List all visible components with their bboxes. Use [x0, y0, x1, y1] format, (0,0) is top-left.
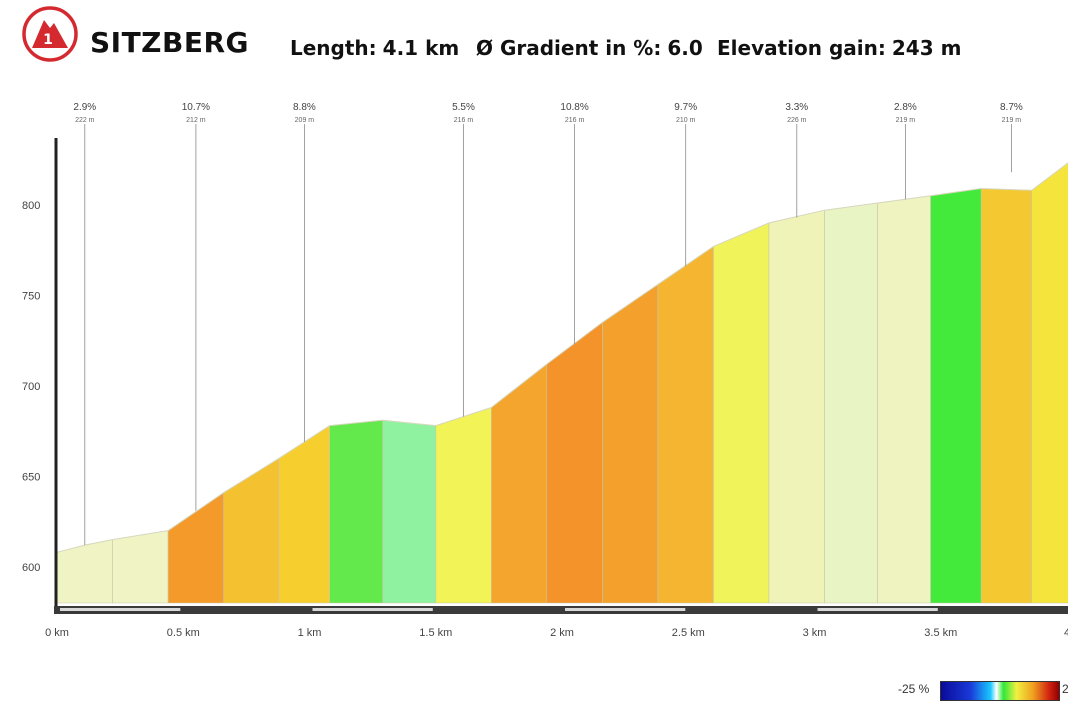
elevation-gain-label: Elevation gain:	[717, 36, 886, 60]
annotation-elevation-label: 210 m	[676, 117, 696, 124]
elevation-gain-stat: Elevation gain: 243 m	[717, 36, 961, 60]
gradient-stat: Ø Gradient in %: 6.0	[476, 36, 703, 60]
gradient-value: 6.0	[667, 36, 703, 60]
annotation-elevation-label: 226 m	[787, 117, 807, 124]
elevation-gain-value: 243 m	[891, 36, 962, 60]
annotation-grade-label: 3.3%	[785, 102, 808, 113]
profile-segment	[824, 202, 878, 604]
profile-segment	[435, 407, 492, 604]
x-tick-label: 0.5 km	[167, 627, 200, 639]
profile-segment	[278, 425, 330, 604]
profile-segment	[329, 419, 383, 604]
elevation-profile-chart: 600 650 700 750 800 0 km 0.5 km 1 km 1.5 km 2 km 2…	[22, 102, 1068, 639]
y-tick-label: 600	[22, 562, 40, 574]
profile-segment	[980, 188, 1032, 604]
profile-segment	[382, 419, 437, 604]
logo-number: 1	[43, 32, 53, 48]
y-tick-label: 750	[22, 290, 40, 302]
annotation-elevation-label: 219 m	[896, 117, 916, 124]
profile-segment	[657, 245, 714, 604]
x-tick-label: 4	[1064, 627, 1068, 639]
length-label: Length:	[290, 36, 377, 60]
annotation-grade-label: 9.7%	[674, 102, 697, 113]
annotation-elevation-label: 222 m	[75, 117, 95, 124]
x-tick-label: 1.5 km	[419, 627, 452, 639]
profile-segment	[56, 539, 113, 604]
annotation-elevation-label: 212 m	[186, 117, 206, 124]
distance-bar-stripe	[312, 608, 433, 611]
annotation-grade-label: 8.7%	[1000, 102, 1023, 113]
annotation-elevation-label: 216 m	[565, 117, 585, 124]
profile-segment	[768, 209, 825, 604]
profile-segment	[491, 363, 548, 604]
profile-segment	[877, 195, 931, 604]
annotation-grade-label: 2.9%	[73, 102, 96, 113]
annotation-elevation-label: 219 m	[1002, 117, 1022, 124]
x-tick-label: 2.5 km	[672, 627, 705, 639]
annotation-grade-label: 10.8%	[560, 102, 588, 113]
x-tick-label: 2 km	[550, 627, 574, 639]
annotation-grade-label: 2.8%	[894, 102, 917, 113]
gradient-legend: -25 % 2	[898, 680, 1068, 702]
x-tick-label: 3.5 km	[924, 627, 957, 639]
x-tick-label: 1 km	[298, 627, 322, 639]
annotation-grade-label: 10.7%	[182, 102, 210, 113]
length-value: 4.1 km	[382, 36, 460, 60]
header: 1 SITZBERG Length: 4.1 km Ø Gradient in %…	[0, 0, 1068, 80]
distance-bar-stripe	[565, 608, 686, 611]
x-tick-label: 0 km	[45, 627, 69, 639]
annotation-elevation-label: 216 m	[454, 117, 474, 124]
mountain-logo-icon: 1	[22, 6, 78, 62]
y-tick-label: 800	[22, 200, 40, 212]
profile-segment	[223, 457, 280, 604]
legend-min-label: -25 %	[898, 682, 930, 696]
profile-segment	[930, 188, 982, 604]
distance-bar-stripe	[817, 608, 938, 611]
annotation-elevation-label: 209 m	[295, 117, 315, 124]
y-tick-label: 650	[22, 471, 40, 483]
profile-segment	[546, 321, 603, 604]
profile-segment	[1031, 162, 1068, 604]
gradient-label: Ø Gradient in %:	[476, 36, 662, 60]
profile-segment	[112, 530, 169, 604]
annotation-grade-label: 8.8%	[293, 102, 316, 113]
distance-bar-stripe	[60, 608, 181, 611]
annotation-grade-label: 5.5%	[452, 102, 475, 113]
page-title: SITZBERG	[90, 26, 249, 59]
length-stat: Length: 4.1 km	[290, 36, 459, 60]
distance-bar	[54, 606, 1068, 614]
gradient-color-scale	[940, 681, 1060, 701]
legend-max-label: 2	[1062, 682, 1068, 696]
profile-segment	[602, 283, 659, 604]
y-tick-label: 700	[22, 381, 40, 393]
profile-segment	[713, 222, 770, 604]
x-tick-label: 3 km	[803, 627, 827, 639]
